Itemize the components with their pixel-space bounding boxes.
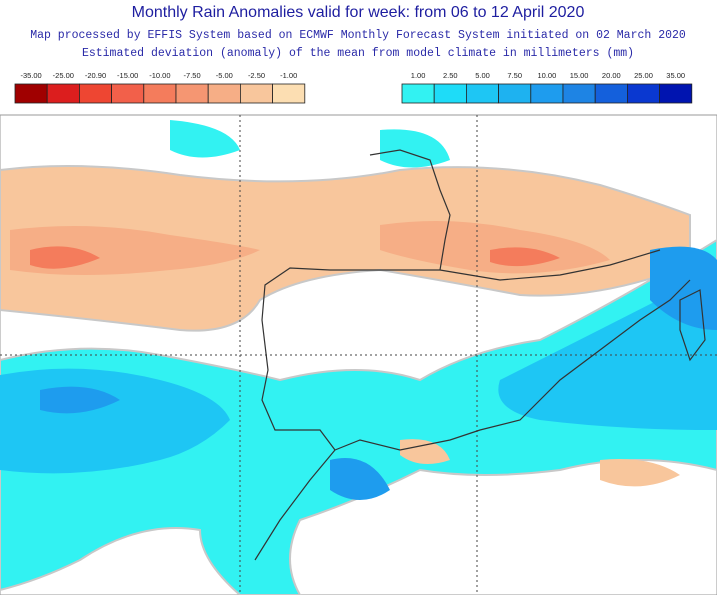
- legend-label: 10.00: [538, 71, 557, 80]
- legend-label: -15.00: [117, 71, 138, 80]
- dry-area: [490, 247, 560, 267]
- legend-swatch: [46, 83, 80, 104]
- legend-swatch: [594, 83, 628, 104]
- legend-label: 2.50: [443, 71, 458, 80]
- legend-label: -10.00: [149, 71, 170, 80]
- legend-swatch: [272, 83, 306, 104]
- legend-label: 5.00: [475, 71, 490, 80]
- title: Monthly Rain Anomalies valid for week: f…: [132, 4, 585, 21]
- subtitle: Map processed by EFFIS System based on E…: [30, 29, 686, 42]
- dry-area: [0, 165, 691, 332]
- wet-area: [650, 246, 717, 330]
- legend-label: -1.00: [280, 71, 297, 80]
- legend-label: -20.90: [85, 71, 106, 80]
- coastline: [254, 149, 691, 561]
- legend-swatch: [498, 83, 532, 104]
- subtitle: Estimated deviation (anomaly) of the mea…: [82, 47, 634, 60]
- legend-swatch: [79, 83, 113, 104]
- legend-label: -5.00: [216, 71, 233, 80]
- legend-label: 1.00: [411, 71, 426, 80]
- map: [0, 114, 717, 595]
- legend-swatch: [530, 83, 564, 104]
- legend-label: 25.00: [634, 71, 653, 80]
- legend: -35.00 -25.00 -20.90 -15.00 -10.00 -7.50 -5.00…: [14, 71, 693, 104]
- legend-swatch: [401, 83, 435, 104]
- dry-area: [30, 246, 100, 269]
- wet-area: [170, 120, 450, 168]
- legend-label: -2.50: [248, 71, 265, 80]
- legend-label: 20.00: [602, 71, 621, 80]
- legend-swatch: [14, 83, 48, 104]
- legend-swatch: [175, 83, 209, 104]
- coastline: [679, 289, 706, 362]
- legend-label: -35.00: [20, 71, 41, 80]
- legend-label: -7.50: [184, 71, 201, 80]
- legend-swatch: [143, 83, 177, 104]
- legend-label: 7.50: [507, 71, 522, 80]
- legend-label: -25.00: [53, 71, 74, 80]
- legend-swatch: [627, 83, 661, 104]
- legend-swatch: [562, 83, 596, 104]
- wet-area: [330, 458, 390, 500]
- legend-swatch: [465, 83, 499, 104]
- legend-swatch: [207, 83, 241, 104]
- legend-swatch: [659, 83, 693, 104]
- dry-area: [400, 439, 680, 487]
- wet-area: [40, 386, 120, 414]
- legend-swatch: [111, 83, 145, 104]
- legend-label: 15.00: [570, 71, 589, 80]
- legend-swatch: [239, 83, 273, 104]
- legend-label: 35.00: [666, 71, 685, 80]
- legend-swatch: [433, 83, 467, 104]
